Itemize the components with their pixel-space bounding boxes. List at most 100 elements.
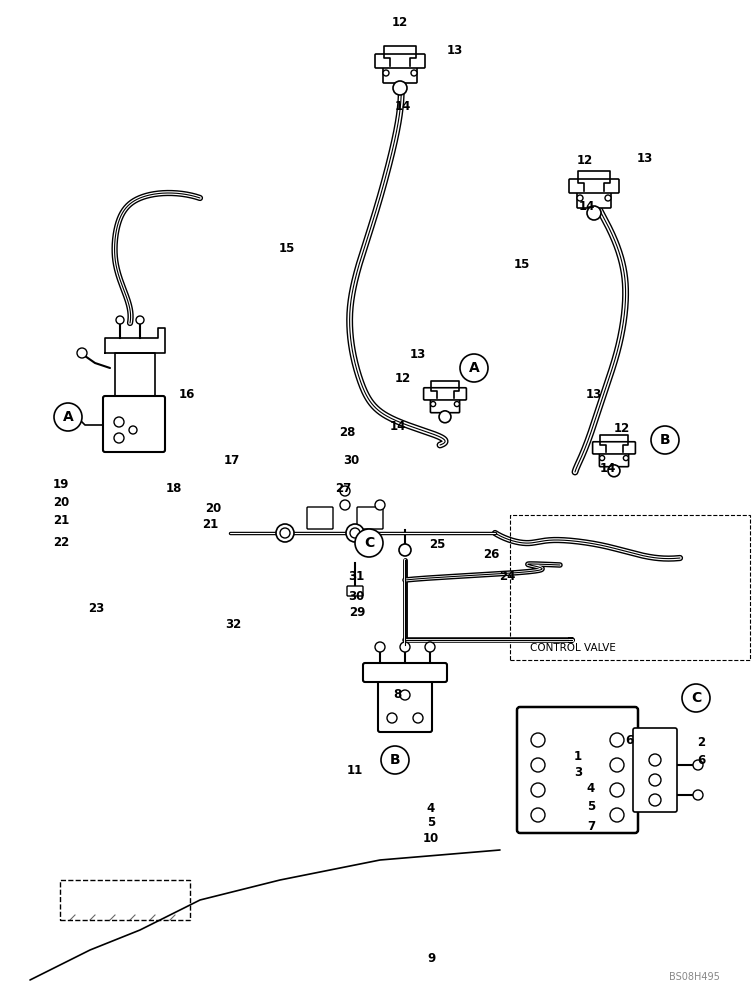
Text: 12: 12 xyxy=(577,153,593,166)
Circle shape xyxy=(73,414,81,422)
FancyBboxPatch shape xyxy=(577,184,611,208)
Text: 8: 8 xyxy=(393,688,401,702)
Circle shape xyxy=(531,808,545,822)
Circle shape xyxy=(346,524,364,542)
Bar xyxy=(510,515,750,660)
Circle shape xyxy=(649,774,661,786)
Circle shape xyxy=(649,794,661,806)
Text: 19: 19 xyxy=(53,479,70,491)
Text: 23: 23 xyxy=(88,601,104,614)
Text: A: A xyxy=(63,410,73,424)
Circle shape xyxy=(114,433,124,443)
Text: 9: 9 xyxy=(428,952,436,964)
Circle shape xyxy=(136,316,144,324)
FancyBboxPatch shape xyxy=(383,59,417,83)
Text: 22: 22 xyxy=(53,536,69,548)
FancyBboxPatch shape xyxy=(357,507,383,529)
Circle shape xyxy=(531,758,545,772)
Text: 15: 15 xyxy=(514,258,530,271)
Circle shape xyxy=(355,529,383,557)
Circle shape xyxy=(610,808,624,822)
Circle shape xyxy=(114,417,124,427)
Text: C: C xyxy=(691,691,701,705)
Text: 6: 6 xyxy=(697,754,705,766)
Circle shape xyxy=(610,783,624,797)
FancyBboxPatch shape xyxy=(423,388,466,400)
FancyBboxPatch shape xyxy=(593,442,635,454)
Circle shape xyxy=(129,426,137,434)
Circle shape xyxy=(77,348,87,358)
Circle shape xyxy=(116,316,124,324)
Text: 27: 27 xyxy=(335,482,351,494)
Text: 10: 10 xyxy=(423,832,439,844)
Circle shape xyxy=(460,354,488,382)
Text: 31: 31 xyxy=(348,570,364,582)
Circle shape xyxy=(587,206,601,220)
Circle shape xyxy=(605,195,611,201)
Circle shape xyxy=(387,713,397,723)
Text: 5: 5 xyxy=(427,816,435,830)
Circle shape xyxy=(431,401,435,407)
Text: 6: 6 xyxy=(625,734,633,746)
Text: A: A xyxy=(469,361,479,375)
Text: 4: 4 xyxy=(587,782,595,794)
FancyBboxPatch shape xyxy=(347,586,363,596)
Text: C: C xyxy=(364,536,374,550)
Circle shape xyxy=(340,500,350,510)
Text: BS08H495: BS08H495 xyxy=(669,972,720,982)
Text: 14: 14 xyxy=(600,462,616,475)
Circle shape xyxy=(413,713,423,723)
Circle shape xyxy=(276,524,294,542)
Circle shape xyxy=(610,733,624,747)
FancyBboxPatch shape xyxy=(375,54,425,68)
Circle shape xyxy=(393,81,407,95)
Text: 30: 30 xyxy=(348,589,364,602)
Text: 7: 7 xyxy=(587,820,595,832)
Text: CONTROL VALVE: CONTROL VALVE xyxy=(530,643,616,653)
Text: 13: 13 xyxy=(637,151,653,164)
Circle shape xyxy=(375,642,385,652)
Circle shape xyxy=(531,783,545,797)
Bar xyxy=(60,880,190,920)
Circle shape xyxy=(651,426,679,454)
FancyBboxPatch shape xyxy=(600,446,628,467)
Circle shape xyxy=(340,486,350,496)
Circle shape xyxy=(400,642,410,652)
Circle shape xyxy=(280,528,290,538)
Circle shape xyxy=(375,500,385,510)
Text: 21: 21 xyxy=(202,518,218,530)
Circle shape xyxy=(54,403,82,431)
FancyBboxPatch shape xyxy=(430,392,460,413)
Text: 29: 29 xyxy=(349,606,365,619)
Text: 13: 13 xyxy=(410,349,426,361)
FancyBboxPatch shape xyxy=(363,663,447,682)
Text: 18: 18 xyxy=(166,482,182,494)
FancyBboxPatch shape xyxy=(307,507,333,529)
Text: 12: 12 xyxy=(392,15,408,28)
Text: 20: 20 xyxy=(53,496,69,510)
Text: 3: 3 xyxy=(574,766,582,780)
Circle shape xyxy=(693,790,703,800)
Text: B: B xyxy=(389,753,401,767)
Circle shape xyxy=(439,411,451,423)
Circle shape xyxy=(624,456,628,461)
Text: 17: 17 xyxy=(224,454,240,466)
Text: 12: 12 xyxy=(614,422,630,434)
Text: B: B xyxy=(660,433,671,447)
FancyBboxPatch shape xyxy=(378,678,432,732)
Text: 30: 30 xyxy=(343,454,359,466)
Circle shape xyxy=(381,746,409,774)
Circle shape xyxy=(608,465,620,477)
Text: 28: 28 xyxy=(339,426,355,438)
Text: 14: 14 xyxy=(579,200,595,214)
Text: 14: 14 xyxy=(395,101,411,113)
Text: 26: 26 xyxy=(483,548,499,562)
Circle shape xyxy=(577,195,583,201)
Circle shape xyxy=(610,758,624,772)
Text: 5: 5 xyxy=(587,800,595,812)
Text: 1: 1 xyxy=(574,750,582,762)
Circle shape xyxy=(399,544,411,556)
Circle shape xyxy=(350,528,360,538)
Text: 20: 20 xyxy=(205,502,221,514)
FancyBboxPatch shape xyxy=(103,396,165,452)
